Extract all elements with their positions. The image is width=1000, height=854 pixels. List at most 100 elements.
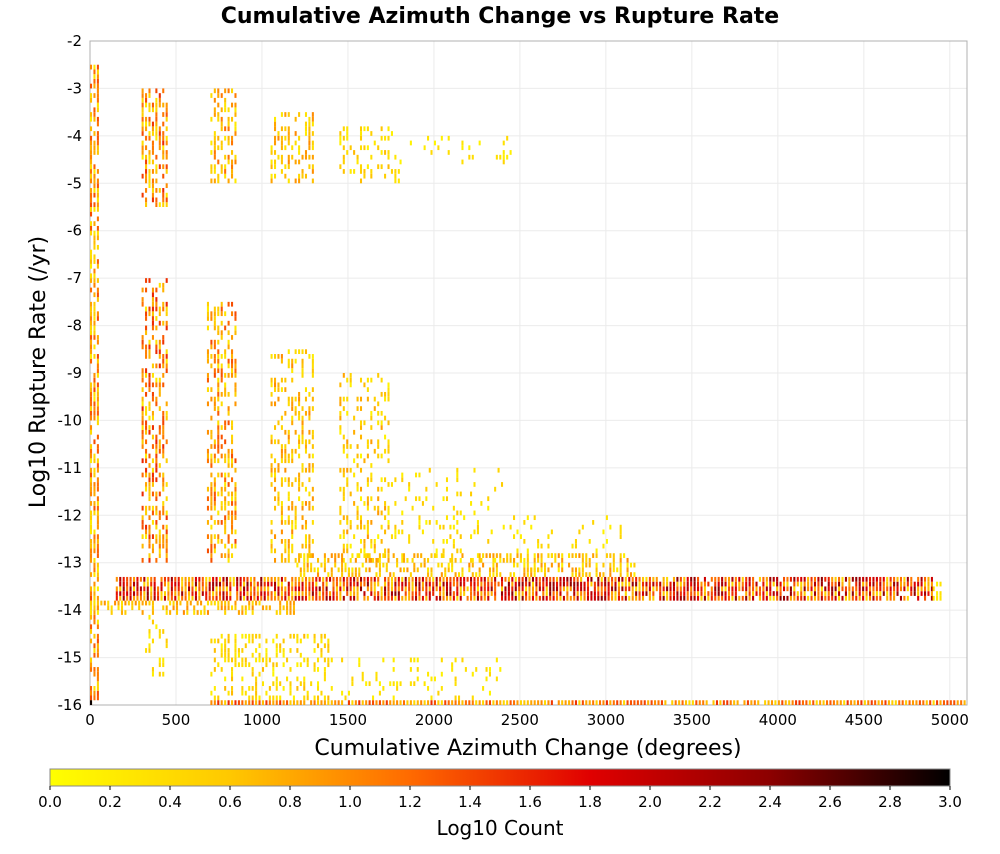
heatmap-cell xyxy=(418,576,421,582)
heatmap-cell xyxy=(342,448,345,454)
heatmap-cell xyxy=(523,557,526,563)
heatmap-cell xyxy=(298,112,301,117)
heatmap-cell xyxy=(222,595,225,601)
heatmap-cell xyxy=(261,605,265,611)
heatmap-cell xyxy=(148,311,151,317)
heatmap-cell xyxy=(162,671,165,677)
heatmap-cell xyxy=(855,576,858,582)
heatmap-cell xyxy=(205,576,208,582)
heatmap-cell xyxy=(368,681,371,687)
heatmap-cell xyxy=(439,591,442,596)
heatmap-cell xyxy=(96,259,99,264)
heatmap-cell xyxy=(294,557,297,563)
heatmap-cell xyxy=(800,586,803,592)
heatmap-cell xyxy=(96,524,99,530)
heatmap-cell xyxy=(220,373,223,378)
heatmap-cell xyxy=(304,591,308,596)
heatmap-cell xyxy=(432,591,435,596)
heatmap-cell xyxy=(224,164,227,170)
heatmap-cell xyxy=(397,169,400,174)
heatmap-cell xyxy=(607,581,610,587)
heatmap-cell xyxy=(129,581,132,587)
heatmap-cell xyxy=(213,482,216,487)
heatmap-cell xyxy=(155,491,158,497)
x-tick-label: 0 xyxy=(85,711,95,729)
heatmap-cell xyxy=(377,439,380,445)
heatmap-cell xyxy=(210,415,213,421)
heatmap-cell xyxy=(427,135,430,141)
heatmap-cell xyxy=(206,306,209,312)
heatmap-cell xyxy=(213,164,216,170)
heatmap-cell xyxy=(342,581,345,587)
heatmap-cell xyxy=(210,463,213,468)
heatmap-cell xyxy=(722,700,725,705)
heatmap-cell xyxy=(311,429,314,435)
heatmap-cell xyxy=(155,325,158,331)
heatmap-cell xyxy=(629,572,633,577)
heatmap-cell xyxy=(93,330,96,336)
heatmap-cell xyxy=(261,700,265,705)
heatmap-cell xyxy=(220,354,223,359)
heatmap-cell xyxy=(224,482,227,487)
heatmap-cell xyxy=(217,88,220,94)
heatmap-cell xyxy=(347,572,350,577)
heatmap-cell xyxy=(518,581,521,587)
heatmap-cell xyxy=(263,591,266,596)
heatmap-cell xyxy=(549,581,552,587)
heatmap-cell xyxy=(325,595,328,601)
heatmap-cell xyxy=(280,505,283,511)
heatmap-cell xyxy=(90,178,93,184)
heatmap-cell xyxy=(232,576,235,582)
heatmap-cell xyxy=(274,425,277,430)
heatmap-cell xyxy=(205,586,208,592)
heatmap-cell xyxy=(141,335,144,340)
heatmap-cell xyxy=(796,576,799,582)
heatmap-cell xyxy=(304,576,308,582)
heatmap-cell xyxy=(155,316,158,321)
heatmap-cell xyxy=(425,520,428,525)
heatmap-cell xyxy=(308,116,311,122)
heatmap-cell xyxy=(227,140,230,146)
heatmap-cell xyxy=(356,595,359,601)
heatmap-cell xyxy=(571,553,574,558)
heatmap-cell xyxy=(372,700,375,705)
heatmap-cell xyxy=(506,553,509,558)
heatmap-cell xyxy=(518,595,521,601)
heatmap-cell xyxy=(752,586,755,592)
heatmap-cell xyxy=(272,681,275,687)
heatmap-cell xyxy=(162,306,165,312)
heatmap-cell xyxy=(600,595,603,601)
heatmap-cell xyxy=(208,581,211,587)
heatmap-cell xyxy=(475,572,478,577)
heatmap-cell xyxy=(162,320,165,326)
heatmap-cell xyxy=(274,439,277,445)
heatmap-cell xyxy=(366,581,369,587)
heatmap-cell xyxy=(482,562,485,568)
heatmap-cell xyxy=(679,581,682,587)
heatmap-cell xyxy=(607,595,610,601)
heatmap-cell xyxy=(292,700,295,705)
heatmap-cell xyxy=(234,700,237,705)
heatmap-cell xyxy=(292,600,295,606)
heatmap-cell xyxy=(370,472,373,478)
heatmap-cell xyxy=(834,595,837,601)
heatmap-cell xyxy=(96,78,99,84)
heatmap-cell xyxy=(387,396,390,402)
heatmap-cell xyxy=(227,700,230,705)
heatmap-cell xyxy=(213,358,216,364)
heatmap-cell xyxy=(855,586,858,592)
heatmap-cell xyxy=(146,591,149,596)
heatmap-cell xyxy=(459,534,462,539)
heatmap-cell xyxy=(213,306,216,312)
heatmap-cell xyxy=(251,700,254,705)
heatmap-cell xyxy=(151,197,154,203)
heatmap-cell xyxy=(203,605,206,611)
heatmap-cell xyxy=(502,150,505,155)
heatmap-cell xyxy=(210,638,213,644)
heatmap-cell xyxy=(595,567,598,573)
heatmap-cell xyxy=(151,311,154,317)
heatmap-cell xyxy=(370,154,373,160)
heatmap-cell xyxy=(93,320,96,326)
heatmap-cell xyxy=(586,581,590,587)
heatmap-cell xyxy=(162,539,165,544)
